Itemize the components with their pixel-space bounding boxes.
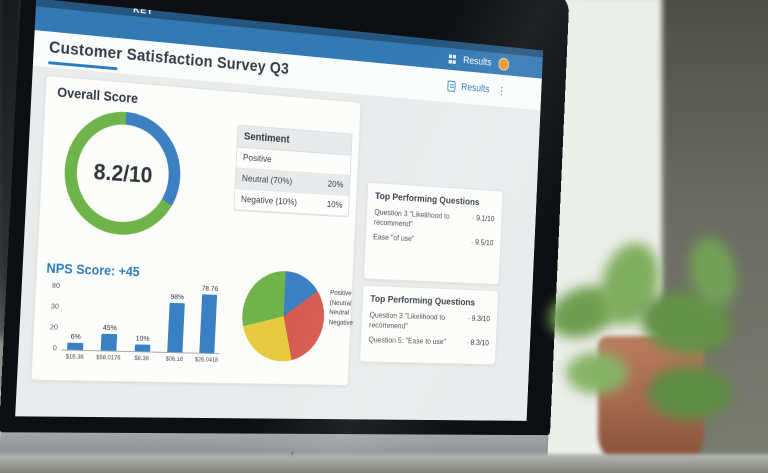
dashboard-content: Overall Score 8.2/10 Sentiment Positive: [15, 65, 541, 421]
toolbar-results-button[interactable]: Results: [460, 81, 490, 96]
sentiment-pie-chart: [240, 269, 327, 363]
y-tick-label: 30: [50, 301, 60, 311]
question-score: 8.3/10: [466, 338, 489, 347]
overall-score-card: Overall Score 8.2/10 Sentiment Positive: [30, 74, 362, 386]
x-tick-label: $16.36: [65, 353, 84, 361]
sentiment-label: Neutral (70%): [241, 173, 293, 188]
bar: [167, 302, 185, 353]
pie-legend: Positive (Neutral Neutral Negative: [329, 288, 355, 328]
monitor: KEY Results Customer Satisfaction Survey…: [0, 0, 569, 473]
bar-chart-y-axis: 80 30 20 0: [42, 281, 60, 353]
pie-legend-line: Neutral: [329, 307, 350, 317]
question-text: Question 3 "Likelihood to recommend": [373, 207, 450, 229]
bar-value-label: 78.76: [201, 283, 219, 294]
bar: [134, 344, 150, 352]
desk: [0, 454, 768, 473]
bar-group: 98% $06.16: [165, 288, 186, 363]
question-row: Ease "of use" 9.5/10: [373, 232, 494, 248]
bar-group: 6% $16.36: [65, 284, 87, 361]
x-tick-label: $26.0418: [194, 356, 219, 364]
plant-leaf: [566, 352, 628, 394]
bar-value-label: 10%: [135, 333, 150, 343]
question-score: 9.5/10: [471, 237, 494, 247]
x-tick-label: $58.0176: [96, 354, 121, 362]
pie-legend-line: Negative: [328, 317, 354, 327]
sentiment-label: Negative (10%): [240, 194, 298, 208]
question-text: Ease "of use": [373, 231, 415, 244]
top-questions-card-1: Top Performing Questions Question 3 "Lik…: [363, 181, 504, 286]
question-row: Question 3 "Likelihood to recommend" 9.3…: [369, 310, 490, 334]
overall-score-donut-chart: 8.2/10: [61, 107, 184, 238]
top-questions-title: Top Performing Questions: [374, 190, 480, 208]
overall-score-title: Overall Score: [56, 84, 139, 107]
donut-center: 8.2/10: [74, 121, 171, 225]
sentiment-value: 20%: [327, 179, 344, 191]
bar-group: 10% $8.38: [133, 287, 153, 362]
bar-group: 45% $58.0176: [96, 286, 121, 362]
y-tick-label: 80: [51, 280, 61, 290]
question-score: 9.1/10: [472, 213, 495, 223]
bar-value-label: 45%: [102, 322, 118, 333]
bar: [67, 342, 84, 350]
sentiment-value: 10%: [326, 199, 343, 211]
bar: [100, 333, 118, 351]
kebab-menu-icon[interactable]: ⋮: [496, 84, 507, 98]
question-score: 9.3/10: [467, 313, 491, 324]
top-questions-title: Top Performing Questions: [370, 293, 476, 309]
user-avatar[interactable]: [498, 57, 510, 71]
question-text: Question 3 "Likelihood to recommend": [368, 309, 446, 331]
top-questions-card-2: Top Performing Questions Question 3 "Lik…: [359, 284, 499, 366]
question-row: Question 5: "Ease to use" 8.3/10: [368, 335, 489, 348]
bar: [199, 294, 218, 354]
screen: KEY Results Customer Satisfaction Survey…: [15, 0, 544, 421]
y-tick-label: 0: [52, 343, 57, 353]
x-tick-label: $06.16: [165, 355, 184, 363]
overall-score-value: 8.2/10: [93, 158, 154, 188]
plant-leaf: [648, 366, 732, 420]
sentiment-label: Positive: [242, 152, 272, 165]
nps-score-label: NPS Score: +45: [46, 260, 140, 280]
nps-bar-chart: 80 30 20 0 6% $16.36 45% $58.0176 10% $8.38 98% $0…: [41, 281, 228, 379]
bar-value-label: 6%: [70, 331, 81, 342]
report-icon[interactable]: [447, 80, 456, 92]
question-row: Question 3 "Likelihood to recommend" 9.1…: [374, 207, 495, 234]
apps-grid-icon[interactable]: [448, 54, 457, 64]
y-tick-label: 20: [49, 322, 59, 332]
pie-legend-line: Positive: [330, 288, 352, 298]
bar-group: 78.76 $26.0418: [195, 284, 219, 364]
nav-results-link[interactable]: Results: [462, 54, 492, 69]
bar-chart-plot: 6% $16.36 45% $58.0176 10% $8.38 98% $06.16 78.7…: [61, 284, 223, 364]
question-text: Question 5: "Ease to use": [368, 334, 447, 347]
x-tick-label: $8.38: [134, 355, 149, 363]
sentiment-table: Sentiment Positive Neutral (70%) 20% Neg…: [233, 124, 353, 218]
bar-value-label: 98%: [170, 292, 185, 302]
